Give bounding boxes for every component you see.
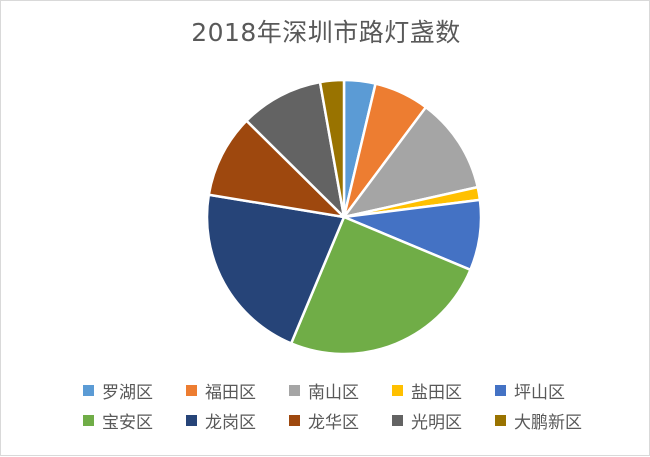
pie-slice-7 bbox=[205, 193, 346, 345]
legend-swatch bbox=[83, 384, 94, 396]
legend-swatch bbox=[186, 384, 197, 396]
legend-label: 龙岗区 bbox=[205, 412, 256, 433]
legend-item: 龙岗区 bbox=[186, 409, 289, 433]
legend-item: 罗湖区 bbox=[83, 379, 186, 403]
legend-item: 盐田区 bbox=[392, 379, 495, 403]
pie-slice-8 bbox=[207, 119, 346, 219]
chart-legend: 罗湖区 福田区 南山区 盐田区 坪山区宝安区 龙岗区 龙华区 光明区 大鹏新区 bbox=[83, 379, 598, 433]
legend-label: 光明区 bbox=[411, 412, 462, 433]
chart-title: 2018年深圳市路灯盏数 bbox=[191, 18, 461, 47]
legend-swatch bbox=[289, 384, 300, 396]
pie-slice-10 bbox=[318, 78, 346, 219]
legend-item: 龙华区 bbox=[289, 409, 392, 433]
legend-item: 宝安区 bbox=[83, 409, 186, 433]
legend-label: 龙华区 bbox=[308, 412, 359, 433]
legend-label: 盐田区 bbox=[411, 382, 462, 403]
legend-item: 福田区 bbox=[186, 379, 289, 403]
legend-item: 光明区 bbox=[392, 409, 495, 433]
legend-swatch bbox=[392, 384, 403, 396]
legend-swatch bbox=[495, 384, 506, 396]
legend-swatch bbox=[289, 414, 300, 426]
pie-slice-6 bbox=[289, 215, 472, 356]
legend-swatch bbox=[83, 414, 94, 426]
legend-item: 大鹏新区 bbox=[495, 409, 598, 433]
legend-item: 南山区 bbox=[289, 379, 392, 403]
legend-label: 福田区 bbox=[205, 382, 256, 403]
legend-label: 坪山区 bbox=[514, 382, 565, 403]
legend-swatch bbox=[186, 414, 197, 426]
pie-slice-9 bbox=[245, 80, 346, 219]
pie-slice-3 bbox=[342, 105, 479, 219]
legend-swatch bbox=[392, 414, 403, 426]
legend-swatch bbox=[495, 414, 506, 426]
legend-label: 罗湖区 bbox=[102, 382, 153, 403]
legend-item: 坪山区 bbox=[495, 379, 598, 403]
legend-label: 大鹏新区 bbox=[514, 412, 582, 433]
legend-label: 南山区 bbox=[308, 382, 359, 403]
legend-label: 宝安区 bbox=[102, 412, 153, 433]
